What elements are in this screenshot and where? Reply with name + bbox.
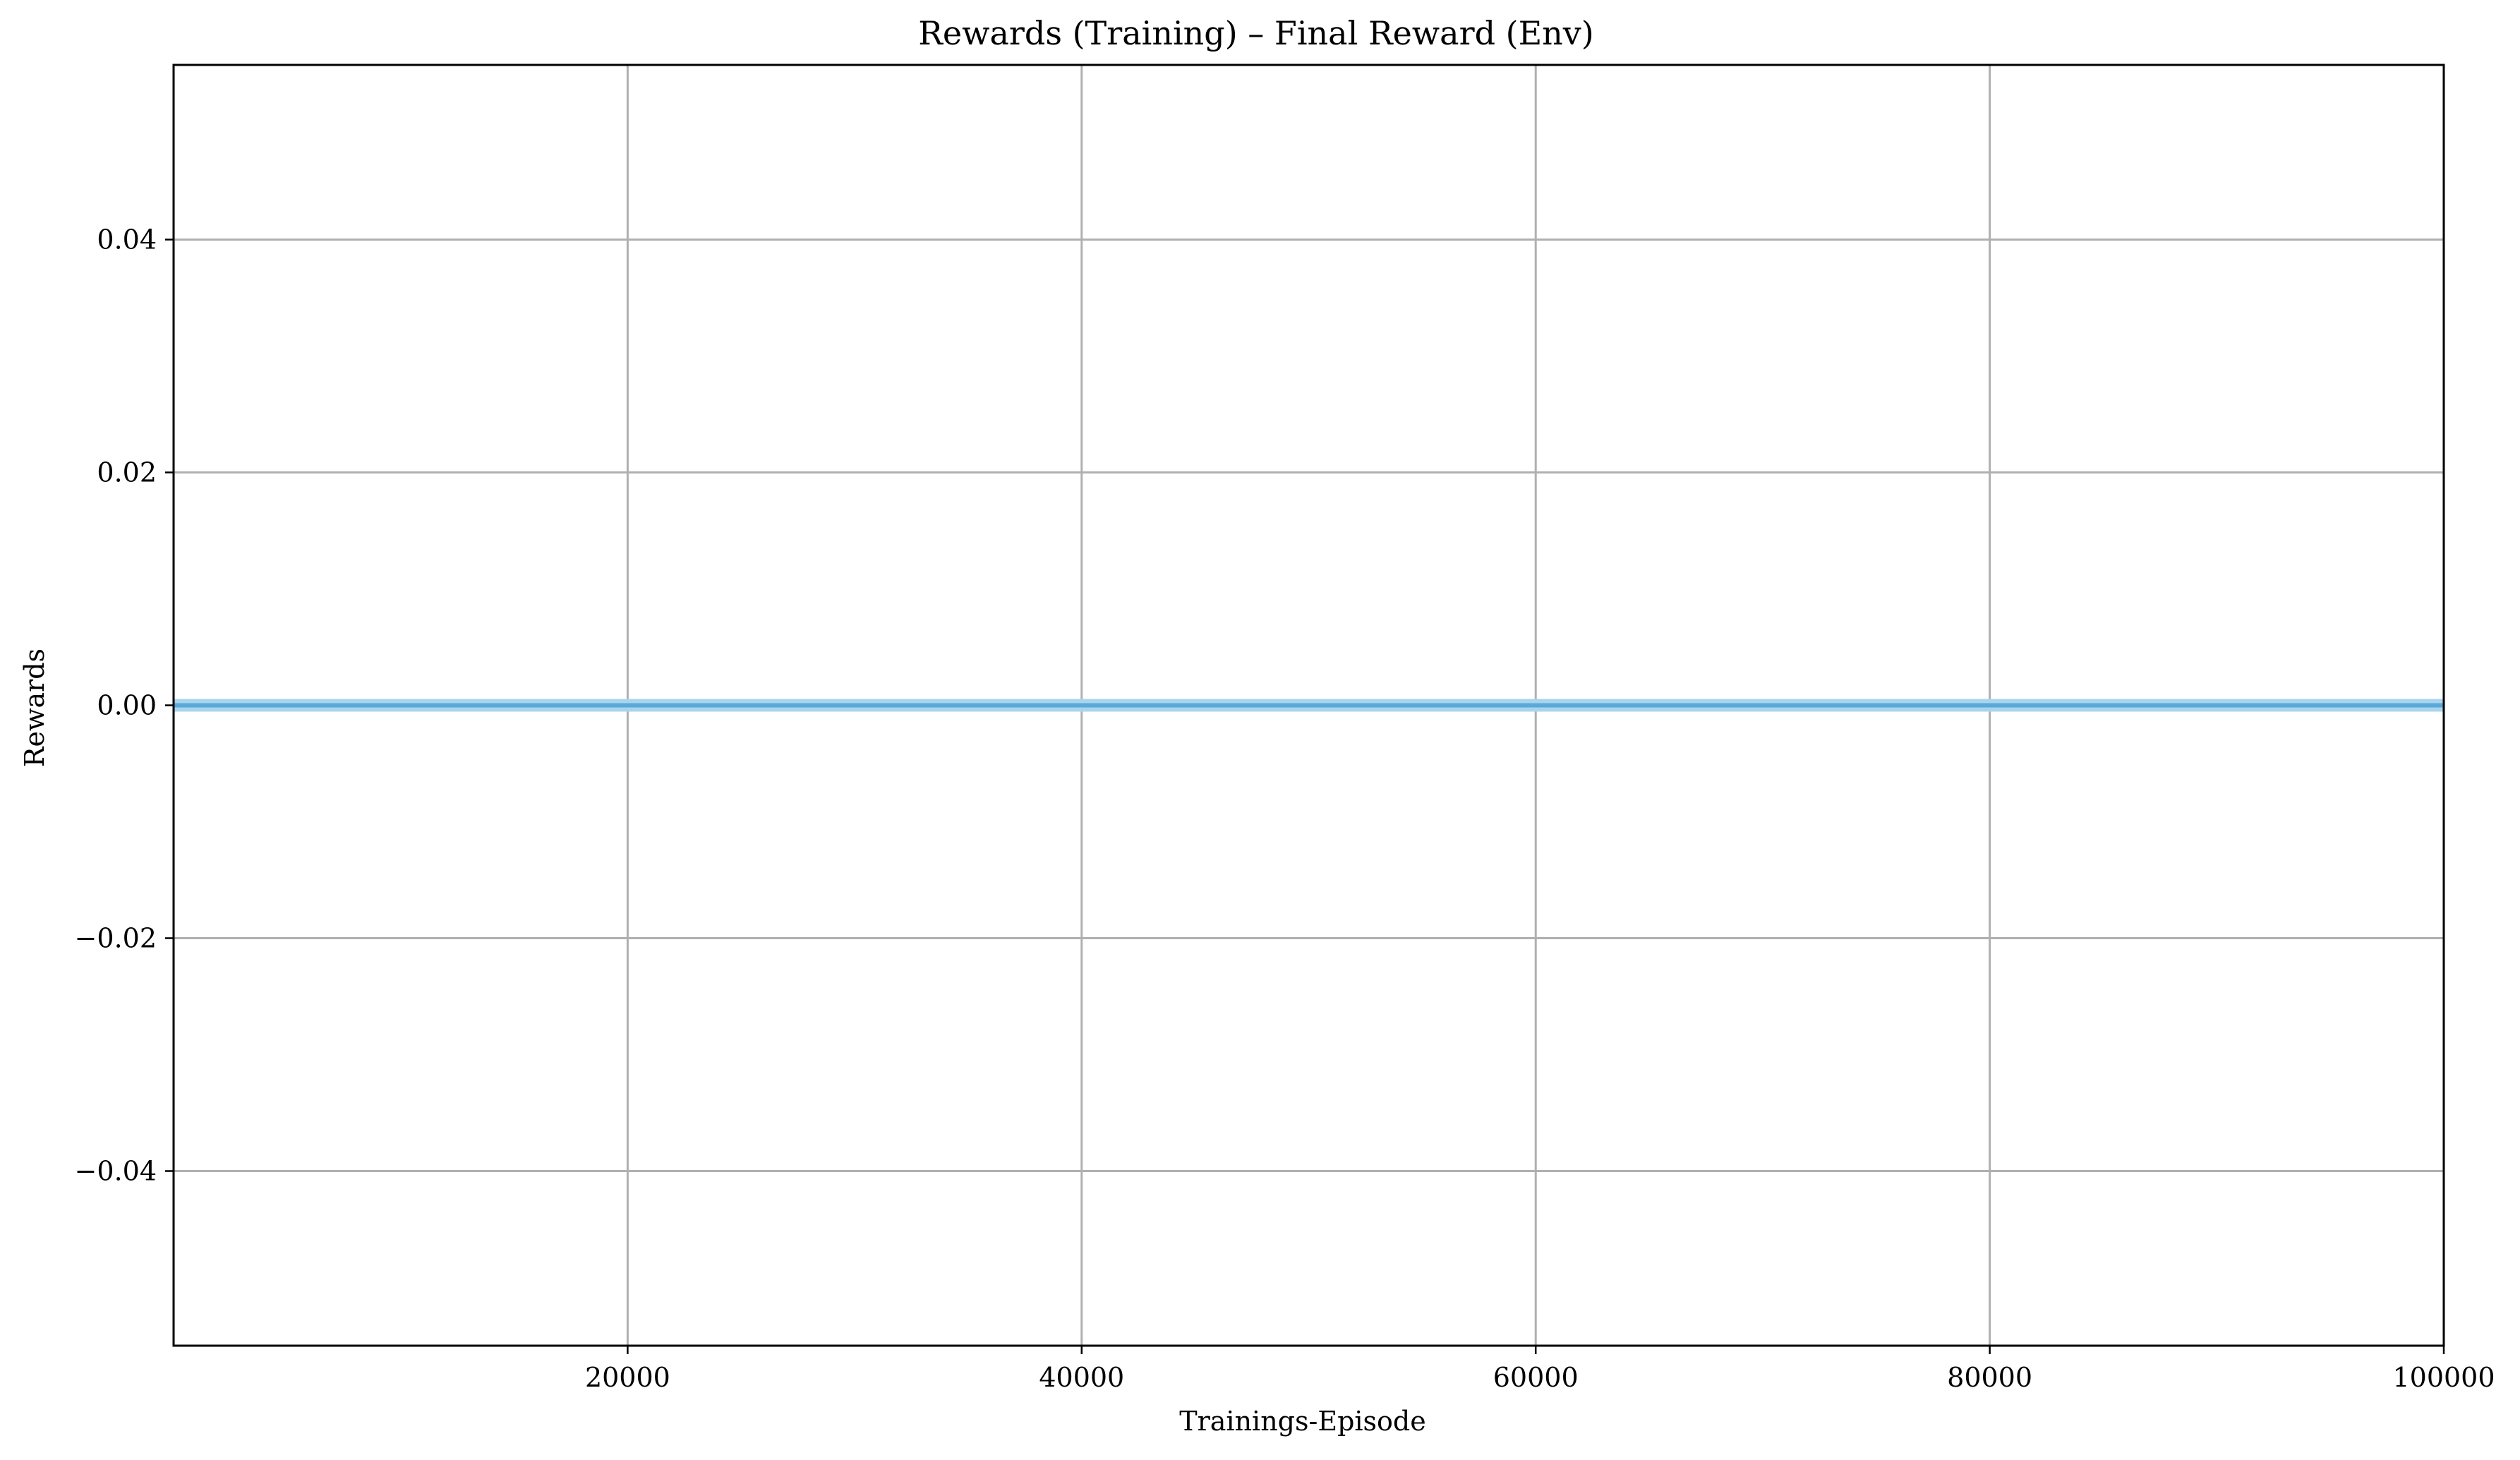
y-tick-label: 0.00 [97, 690, 157, 721]
x-tick-label: 100000 [2392, 1362, 2495, 1393]
y-tick-label: 0.04 [97, 224, 157, 255]
x-axis-ticks: 20000 40000 60000 80000 100000 [585, 1346, 2495, 1393]
x-tick-label: 60000 [1493, 1362, 1579, 1393]
x-tick-label: 40000 [1039, 1362, 1124, 1393]
y-tick-label: 0.02 [97, 457, 157, 488]
y-axis-label: Rewards [19, 648, 50, 767]
x-tick-label: 80000 [1947, 1362, 2032, 1393]
chart-title: Rewards (Training) – Final Reward (Env) [918, 14, 1594, 52]
x-axis-label: Trainings-Episode [1179, 1406, 1426, 1437]
y-tick-label: −0.02 [75, 923, 157, 954]
y-tick-label: −0.04 [75, 1156, 157, 1187]
y-axis-ticks: −0.04 −0.02 0.00 0.02 0.04 [75, 224, 174, 1187]
x-tick-label: 20000 [585, 1362, 670, 1393]
